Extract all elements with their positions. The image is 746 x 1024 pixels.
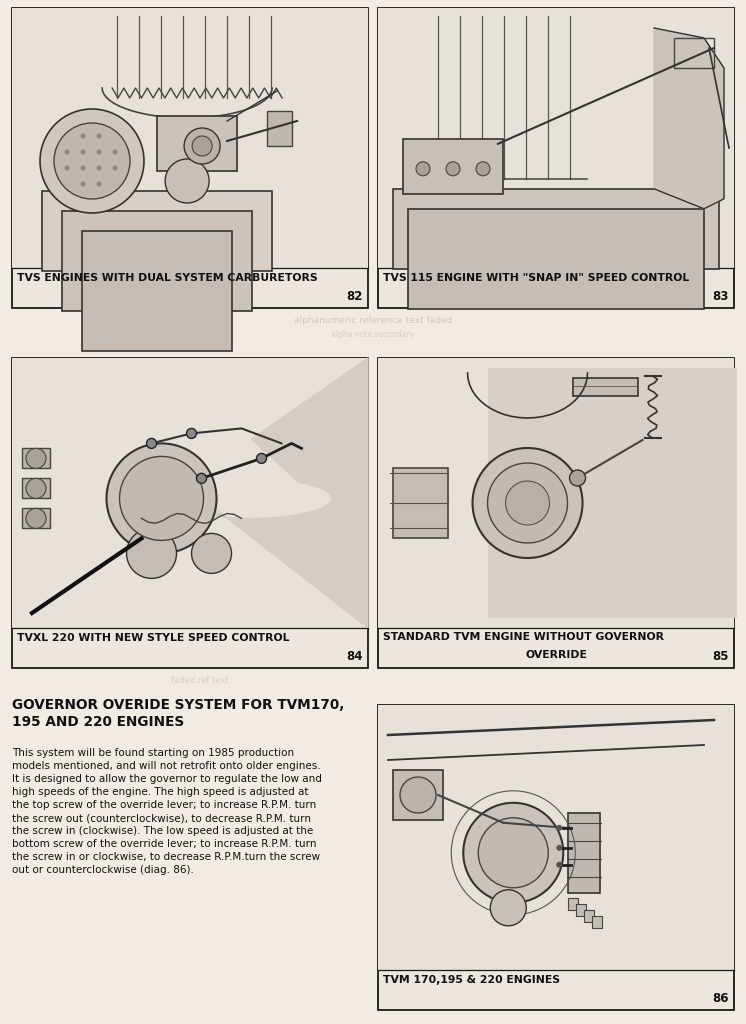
Bar (267, 111, 292, 146)
Circle shape (96, 150, 101, 155)
Circle shape (192, 136, 212, 156)
Circle shape (557, 824, 562, 830)
Circle shape (96, 166, 101, 171)
Bar (62, 211, 252, 311)
Bar (157, 116, 237, 171)
Circle shape (478, 818, 548, 888)
Circle shape (64, 166, 69, 171)
Circle shape (127, 528, 177, 579)
Bar (12, 8, 368, 308)
Circle shape (446, 162, 460, 176)
Circle shape (476, 162, 490, 176)
Bar (568, 898, 578, 909)
Text: GOVERNOR OVERIDE SYSTEM FOR TVM170,
195 AND 220 ENGINES: GOVERNOR OVERIDE SYSTEM FOR TVM170, 195 … (12, 698, 345, 729)
Bar (393, 468, 448, 538)
Circle shape (81, 150, 86, 155)
Bar (12, 358, 368, 628)
Circle shape (54, 123, 130, 199)
Circle shape (119, 457, 204, 541)
Bar (42, 191, 272, 271)
Circle shape (26, 478, 46, 499)
Bar (393, 770, 443, 820)
Text: 86: 86 (712, 992, 729, 1005)
Circle shape (557, 845, 562, 851)
Circle shape (416, 162, 430, 176)
Bar (584, 909, 595, 922)
Text: alphanumeric reference text faded: alphanumeric reference text faded (294, 316, 452, 325)
Bar (22, 449, 50, 468)
Circle shape (257, 454, 266, 464)
Bar (378, 705, 734, 1010)
Bar (403, 139, 503, 194)
Circle shape (107, 443, 216, 553)
Bar (378, 8, 734, 268)
Circle shape (64, 150, 69, 155)
Bar (22, 478, 50, 499)
Bar (408, 209, 704, 309)
Circle shape (40, 109, 144, 213)
Circle shape (400, 777, 436, 813)
Bar (378, 358, 734, 668)
Text: faded ref text: faded ref text (171, 676, 229, 685)
Bar (674, 38, 714, 68)
Bar (488, 368, 737, 618)
Circle shape (81, 181, 86, 186)
Bar (22, 508, 50, 528)
Bar (82, 231, 232, 351)
Bar (12, 358, 368, 668)
Circle shape (184, 128, 220, 164)
Circle shape (26, 449, 46, 468)
Text: This system will be found starting on 1985 production
models mentioned, and will: This system will be found starting on 19… (12, 748, 322, 876)
Text: 82: 82 (347, 290, 363, 303)
Circle shape (463, 803, 563, 903)
Circle shape (490, 890, 526, 926)
Text: 85: 85 (712, 650, 729, 663)
Bar (378, 358, 734, 628)
Bar (12, 8, 368, 268)
Text: TVS ENGINES WITH DUAL SYSTEM CARBURETORS: TVS ENGINES WITH DUAL SYSTEM CARBURETORS (17, 273, 318, 283)
Bar (572, 378, 638, 396)
Circle shape (488, 463, 568, 543)
Text: TVXL 220 WITH NEW STYLE SPEED CONTROL: TVXL 220 WITH NEW STYLE SPEED CONTROL (17, 633, 289, 643)
Circle shape (557, 862, 562, 867)
Circle shape (146, 438, 157, 449)
Bar (592, 915, 602, 928)
Bar (393, 188, 719, 268)
Circle shape (186, 428, 196, 438)
Circle shape (569, 470, 586, 486)
Text: TVM 170,195 & 220 ENGINES: TVM 170,195 & 220 ENGINES (383, 975, 560, 985)
Circle shape (113, 166, 118, 171)
Circle shape (472, 449, 583, 558)
Circle shape (96, 133, 101, 138)
Bar (568, 813, 601, 893)
Circle shape (96, 181, 101, 186)
Circle shape (81, 133, 86, 138)
Text: 84: 84 (346, 650, 363, 663)
Polygon shape (172, 358, 368, 628)
Bar (576, 904, 586, 915)
Circle shape (113, 150, 118, 155)
Text: STANDARD TVM ENGINE WITHOUT GOVERNOR: STANDARD TVM ENGINE WITHOUT GOVERNOR (383, 632, 664, 642)
Text: alpha note secondary: alpha note secondary (331, 330, 415, 339)
Text: OVERRIDE: OVERRIDE (525, 650, 587, 660)
Circle shape (26, 508, 46, 528)
Circle shape (192, 534, 231, 573)
Circle shape (506, 481, 550, 525)
Text: 83: 83 (712, 290, 729, 303)
Text: TVS 115 ENGINE WITH "SNAP IN" SPEED CONTROL: TVS 115 ENGINE WITH "SNAP IN" SPEED CONT… (383, 273, 689, 283)
Bar (378, 8, 734, 308)
Circle shape (81, 166, 86, 171)
Bar (378, 705, 734, 970)
Polygon shape (654, 28, 724, 209)
Circle shape (165, 159, 209, 203)
Circle shape (196, 473, 207, 483)
